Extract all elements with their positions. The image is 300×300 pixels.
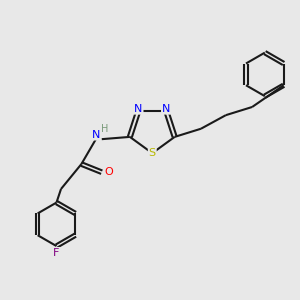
Text: H: H	[101, 124, 109, 134]
Text: N: N	[162, 104, 170, 114]
Text: S: S	[149, 148, 156, 158]
Text: N: N	[134, 104, 142, 114]
Text: O: O	[104, 167, 113, 177]
Text: N: N	[92, 130, 100, 140]
Text: F: F	[53, 248, 60, 258]
